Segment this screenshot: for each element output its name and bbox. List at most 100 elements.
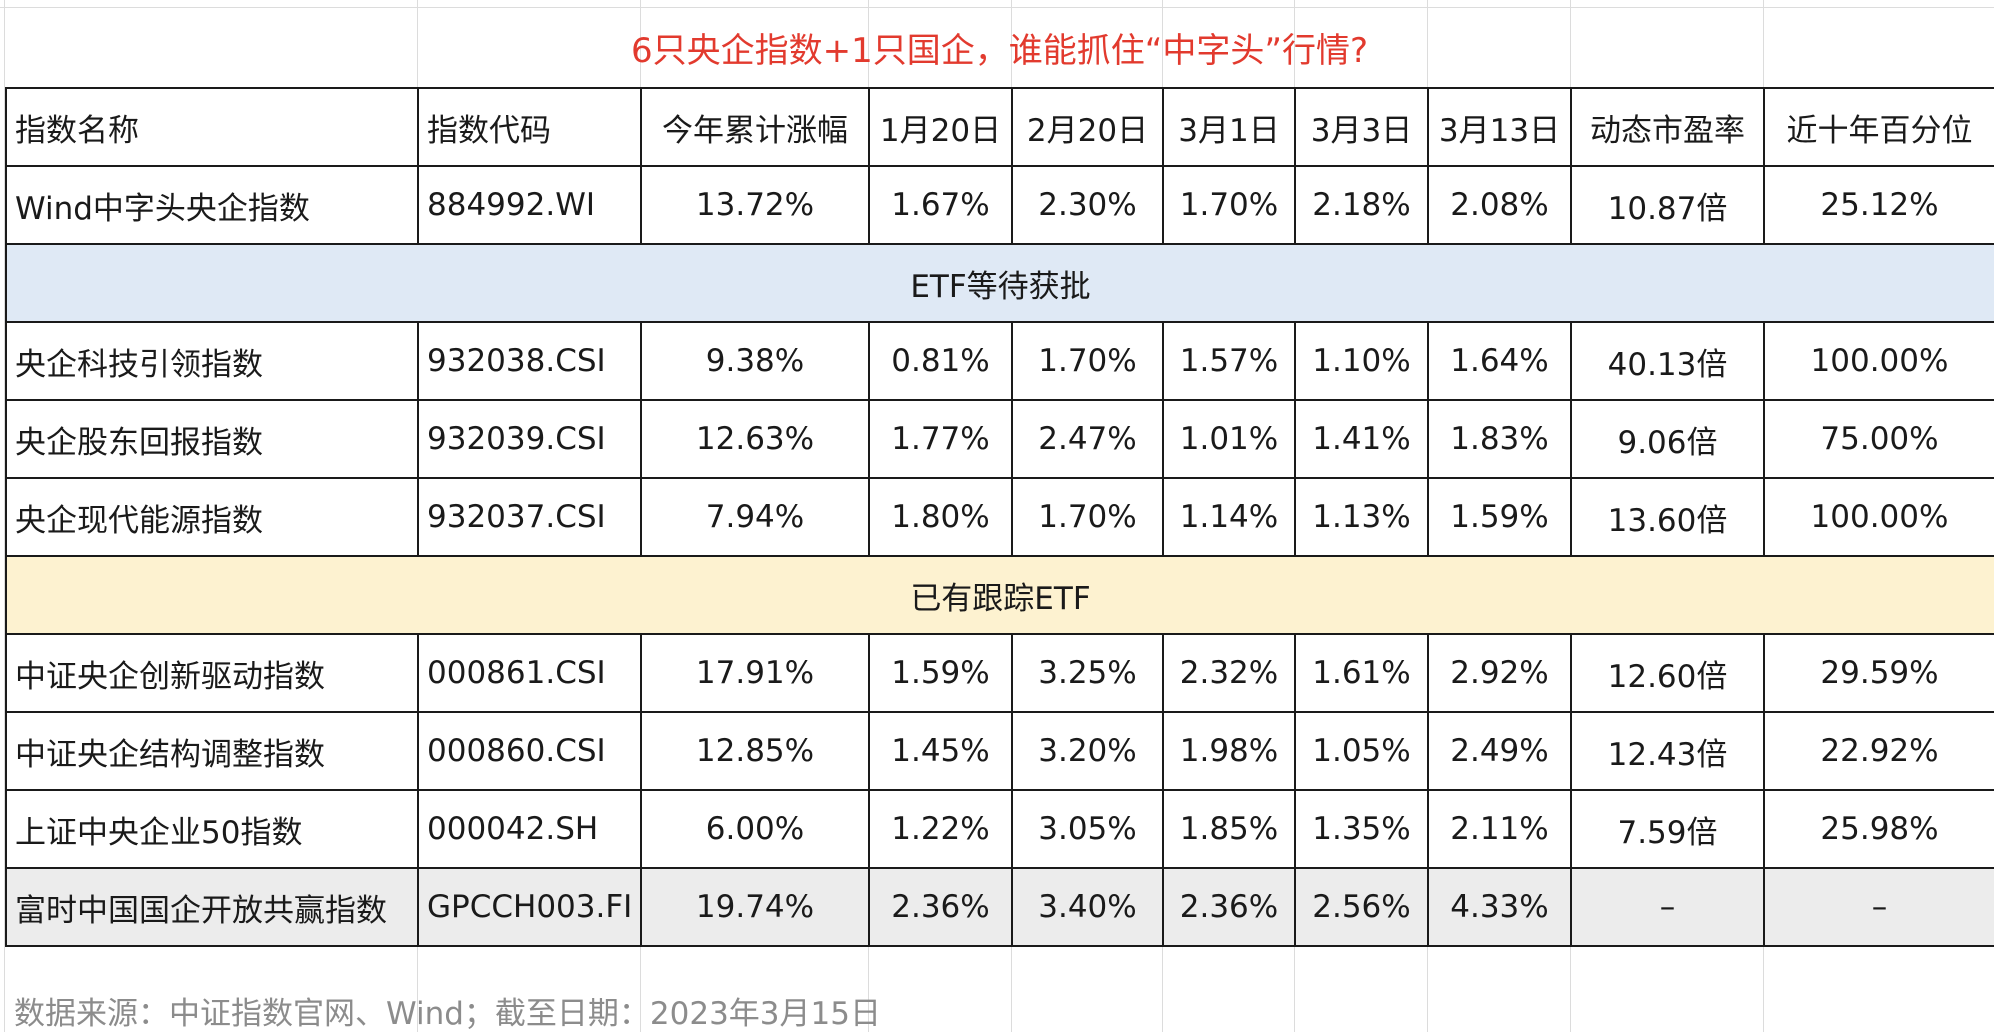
index-code-cell: GPCCH003.FI <box>417 867 642 947</box>
feb20-cell: 3.05% <box>1011 789 1164 869</box>
ytd-change-cell: 13.72% <box>640 165 870 245</box>
feb20-cell: 1.70% <box>1011 477 1164 557</box>
mar1-cell: 1.85% <box>1162 789 1296 869</box>
index-code-cell: 932038.CSI <box>417 321 642 401</box>
mar13-cell: 1.59% <box>1427 477 1572 557</box>
pe-ratio-cell: 12.60倍 <box>1570 633 1765 713</box>
jan20-cell: 1.45% <box>868 711 1013 791</box>
jan20-cell: 1.77% <box>868 399 1013 479</box>
index-name-cell: Wind中字头央企指数 <box>5 165 419 245</box>
ytd-change-cell: 12.63% <box>640 399 870 479</box>
pe-ratio-cell: 10.87倍 <box>1570 165 1765 245</box>
grid-line <box>4 0 5 1032</box>
pe-ratio-cell: – <box>1570 867 1765 947</box>
mar3-cell: 1.61% <box>1294 633 1429 713</box>
jan20-cell: 1.67% <box>868 165 1013 245</box>
index-name-cell: 富时中国国企开放共赢指数 <box>5 867 419 947</box>
index-name-cell: 中证央企结构调整指数 <box>5 711 419 791</box>
mar1-cell: 1.70% <box>1162 165 1296 245</box>
ten-year-percentile-cell: 25.98% <box>1763 789 1994 869</box>
column-header: 指数名称 <box>5 87 419 167</box>
mar13-cell: 2.08% <box>1427 165 1572 245</box>
mar13-cell: 2.11% <box>1427 789 1572 869</box>
jan20-cell: 1.59% <box>868 633 1013 713</box>
index-name-cell: 上证中央企业50指数 <box>5 789 419 869</box>
jan20-cell: 0.81% <box>868 321 1013 401</box>
grid-line <box>0 7 1994 8</box>
mar13-cell: 2.49% <box>1427 711 1572 791</box>
table-row-soe: 富时中国国企开放共赢指数 GPCCH003.FI 19.74% 2.36% 3.40% 2… <box>5 867 1994 947</box>
ytd-change-cell: 12.85% <box>640 711 870 791</box>
column-header: 2月20日 <box>1011 87 1164 167</box>
index-code-cell: 000861.CSI <box>417 633 642 713</box>
mar3-cell: 1.35% <box>1294 789 1429 869</box>
mar3-cell: 2.56% <box>1294 867 1429 947</box>
mar3-cell: 1.10% <box>1294 321 1429 401</box>
column-header: 近十年百分位 <box>1763 87 1994 167</box>
index-code-cell: 000042.SH <box>417 789 642 869</box>
ytd-change-cell: 19.74% <box>640 867 870 947</box>
section-row-tracked: 已有跟踪ETF <box>5 555 1994 635</box>
section-label-tracked: 已有跟踪ETF <box>5 555 1994 635</box>
ten-year-percentile-cell: 100.00% <box>1763 477 1994 557</box>
mar3-cell: 1.13% <box>1294 477 1429 557</box>
column-header: 动态市盈率 <box>1570 87 1765 167</box>
index-table: 指数名称 指数代码 今年累计涨幅 1月20日 2月20日 3月1日 3月3日 3月13日 动态市… <box>5 87 1994 947</box>
mar13-cell: 2.92% <box>1427 633 1572 713</box>
mar13-cell: 1.64% <box>1427 321 1572 401</box>
ytd-change-cell: 6.00% <box>640 789 870 869</box>
header-row: 指数名称 指数代码 今年累计涨幅 1月20日 2月20日 3月1日 3月3日 3月13日 动态市… <box>5 87 1994 167</box>
source-note: 数据来源：中证指数官网、Wind；截至日期：2023年3月15日 <box>14 996 881 1032</box>
column-header: 今年累计涨幅 <box>640 87 870 167</box>
index-code-cell: 932037.CSI <box>417 477 642 557</box>
index-name-cell: 央企科技引领指数 <box>5 321 419 401</box>
ten-year-percentile-cell: 100.00% <box>1763 321 1994 401</box>
table-row: 中证央企创新驱动指数 000861.CSI 17.91% 1.59% 3.25% 2.32… <box>5 633 1994 713</box>
mar1-cell: 2.36% <box>1162 867 1296 947</box>
pe-ratio-cell: 9.06倍 <box>1570 399 1765 479</box>
mar13-cell: 4.33% <box>1427 867 1572 947</box>
index-name-cell: 中证央企创新驱动指数 <box>5 633 419 713</box>
mar1-cell: 1.14% <box>1162 477 1296 557</box>
pe-ratio-cell: 7.59倍 <box>1570 789 1765 869</box>
index-name-cell: 央企现代能源指数 <box>5 477 419 557</box>
mar1-cell: 1.57% <box>1162 321 1296 401</box>
feb20-cell: 1.70% <box>1011 321 1164 401</box>
pe-ratio-cell: 13.60倍 <box>1570 477 1765 557</box>
mar3-cell: 1.05% <box>1294 711 1429 791</box>
table-row: 央企科技引领指数 932038.CSI 9.38% 0.81% 1.70% 1.57% 1.… <box>5 321 1994 401</box>
mar1-cell: 1.98% <box>1162 711 1296 791</box>
column-header: 3月1日 <box>1162 87 1296 167</box>
table-row: 央企股东回报指数 932039.CSI 12.63% 1.77% 2.47% 1.01% 1… <box>5 399 1994 479</box>
column-header: 指数代码 <box>417 87 642 167</box>
mar3-cell: 1.41% <box>1294 399 1429 479</box>
table-row: 央企现代能源指数 932037.CSI 7.94% 1.80% 1.70% 1.14% 1.… <box>5 477 1994 557</box>
jan20-cell: 2.36% <box>868 867 1013 947</box>
mar1-cell: 2.32% <box>1162 633 1296 713</box>
pe-ratio-cell: 12.43倍 <box>1570 711 1765 791</box>
feb20-cell: 2.47% <box>1011 399 1164 479</box>
mar1-cell: 1.01% <box>1162 399 1296 479</box>
column-header: 3月3日 <box>1294 87 1429 167</box>
table-row: Wind中字头央企指数 884992.WI 13.72% 1.67% 2.30% 1.70… <box>5 165 1994 245</box>
index-code-cell: 932039.CSI <box>417 399 642 479</box>
feb20-cell: 2.30% <box>1011 165 1164 245</box>
ten-year-percentile-cell: 75.00% <box>1763 399 1994 479</box>
ten-year-percentile-cell: 29.59% <box>1763 633 1994 713</box>
index-code-cell: 884992.WI <box>417 165 642 245</box>
column-header: 1月20日 <box>868 87 1013 167</box>
column-header: 3月13日 <box>1427 87 1572 167</box>
ten-year-percentile-cell: – <box>1763 867 1994 947</box>
ten-year-percentile-cell: 25.12% <box>1763 165 1994 245</box>
jan20-cell: 1.80% <box>868 477 1013 557</box>
table-row: 中证央企结构调整指数 000860.CSI 12.85% 1.45% 3.20% 1.98… <box>5 711 1994 791</box>
feb20-cell: 3.25% <box>1011 633 1164 713</box>
ytd-change-cell: 9.38% <box>640 321 870 401</box>
ytd-change-cell: 17.91% <box>640 633 870 713</box>
mar3-cell: 2.18% <box>1294 165 1429 245</box>
ten-year-percentile-cell: 22.92% <box>1763 711 1994 791</box>
feb20-cell: 3.20% <box>1011 711 1164 791</box>
jan20-cell: 1.22% <box>868 789 1013 869</box>
feb20-cell: 3.40% <box>1011 867 1164 947</box>
ytd-change-cell: 7.94% <box>640 477 870 557</box>
